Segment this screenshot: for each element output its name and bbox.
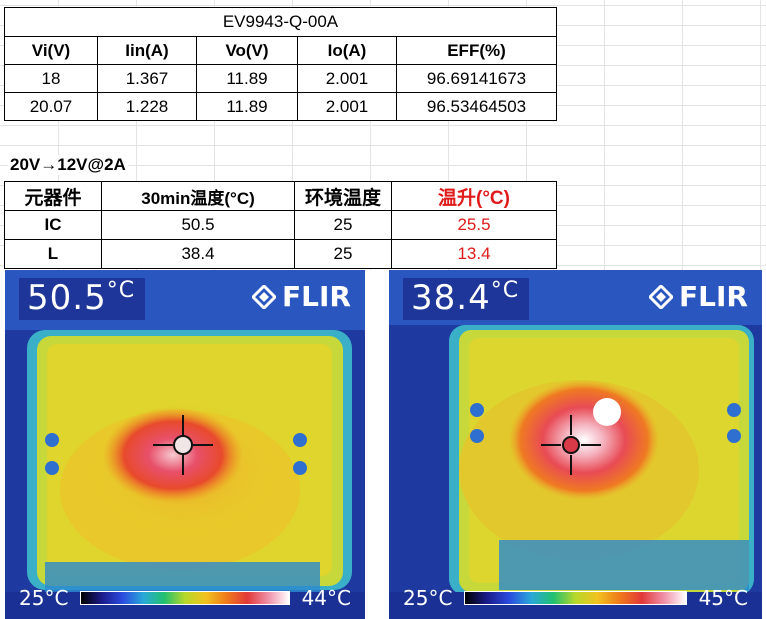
cell-temp-30min: 38.4 [101, 239, 295, 269]
cell-temp-30min: 50.5 [101, 210, 295, 240]
temperature-scale: 25°C 44°C [5, 585, 365, 611]
temperature-reading: 50.5°C [19, 278, 146, 320]
efficiency-table-header-row: Vi(V) Iin(A) Vo(V) Io(A) EFF(%) [4, 36, 557, 65]
header-temp-rise: 温升(°C) [391, 181, 557, 211]
cell-io: 2.001 [297, 64, 397, 93]
flir-logo-icon [649, 284, 674, 309]
header-component: 元器件 [4, 181, 102, 211]
condition-label: 20V→12V@2A [8, 155, 128, 175]
temperature-reading: 38.4°C [403, 278, 530, 320]
cell-component: IC [4, 210, 102, 240]
scale-min: 25°C [403, 586, 453, 610]
header-ambient: 环境温度 [294, 181, 392, 211]
cell-component: L [4, 239, 102, 269]
reading-value: 38.4 [411, 278, 491, 318]
efficiency-table-title: EV9943-Q-00A [4, 7, 557, 37]
crosshair-icon [541, 415, 601, 475]
thermal-image-ic: 50.5°C FLIR 25°C 44°C [5, 270, 365, 619]
cell-ambient: 25 [294, 239, 392, 269]
flir-brand: FLIR [649, 280, 748, 313]
scale-min: 25°C [19, 586, 69, 610]
cell-vi: 18 [4, 64, 98, 93]
flir-logo-icon [252, 284, 277, 309]
header-temp-30min: 30min温度(°C) [101, 181, 295, 211]
flir-brand: FLIR [252, 280, 351, 313]
brand-name: FLIR [679, 280, 748, 313]
scale-max: 44°C [301, 586, 351, 610]
cell-io: 2.001 [297, 92, 397, 121]
reading-value: 50.5 [27, 278, 107, 318]
reading-unit: °C [490, 278, 520, 303]
thermal-image-inductor: 38.4°C FLIR 25°C 45°C [389, 270, 762, 619]
efficiency-table: EV9943-Q-00A Vi(V) Iin(A) Vo(V) Io(A) EF… [4, 7, 557, 121]
cell-eff: 96.53464503 [396, 92, 557, 121]
table-row: 18 1.367 11.89 2.001 96.69141673 [4, 64, 557, 93]
header-vi: Vi(V) [4, 36, 98, 65]
scale-max: 45°C [698, 586, 748, 610]
header-io: Io(A) [297, 36, 397, 65]
header-vo: Vo(V) [196, 36, 298, 65]
header-eff: EFF(%) [396, 36, 557, 65]
crosshair-icon [153, 415, 213, 475]
cell-iin: 1.367 [97, 64, 197, 93]
temperature-scale: 25°C 45°C [389, 585, 762, 611]
cell-iin: 1.228 [97, 92, 197, 121]
cell-ambient: 25 [294, 210, 392, 240]
temperature-table: 元器件 30min温度(°C) 环境温度 温升(°C) IC 50.5 25 2… [4, 181, 557, 269]
cell-vo: 11.89 [196, 92, 298, 121]
cell-vi: 20.07 [4, 92, 98, 121]
cell-temp-rise: 13.4 [391, 239, 557, 269]
color-scale-bar [80, 591, 290, 605]
table-row: 20.07 1.228 11.89 2.001 96.53464503 [4, 92, 557, 121]
temperature-table-header-row: 元器件 30min温度(°C) 环境温度 温升(°C) [4, 181, 557, 211]
cell-vo: 11.89 [196, 64, 298, 93]
reading-unit: °C [106, 278, 136, 303]
cell-temp-rise: 25.5 [391, 210, 557, 240]
cell-eff: 96.69141673 [396, 64, 557, 93]
color-scale-bar [464, 591, 687, 605]
brand-name: FLIR [282, 280, 351, 313]
header-iin: Iin(A) [97, 36, 197, 65]
table-row: L 38.4 25 13.4 [4, 239, 557, 269]
table-row: IC 50.5 25 25.5 [4, 210, 557, 240]
